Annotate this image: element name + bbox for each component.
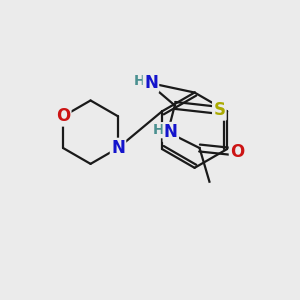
Text: N: N	[111, 139, 125, 157]
Text: N: N	[164, 123, 178, 141]
Text: H: H	[153, 123, 165, 137]
Text: O: O	[230, 143, 244, 161]
Text: H: H	[133, 74, 145, 88]
Text: N: N	[144, 74, 158, 92]
Text: O: O	[56, 107, 70, 125]
Text: S: S	[213, 101, 225, 119]
